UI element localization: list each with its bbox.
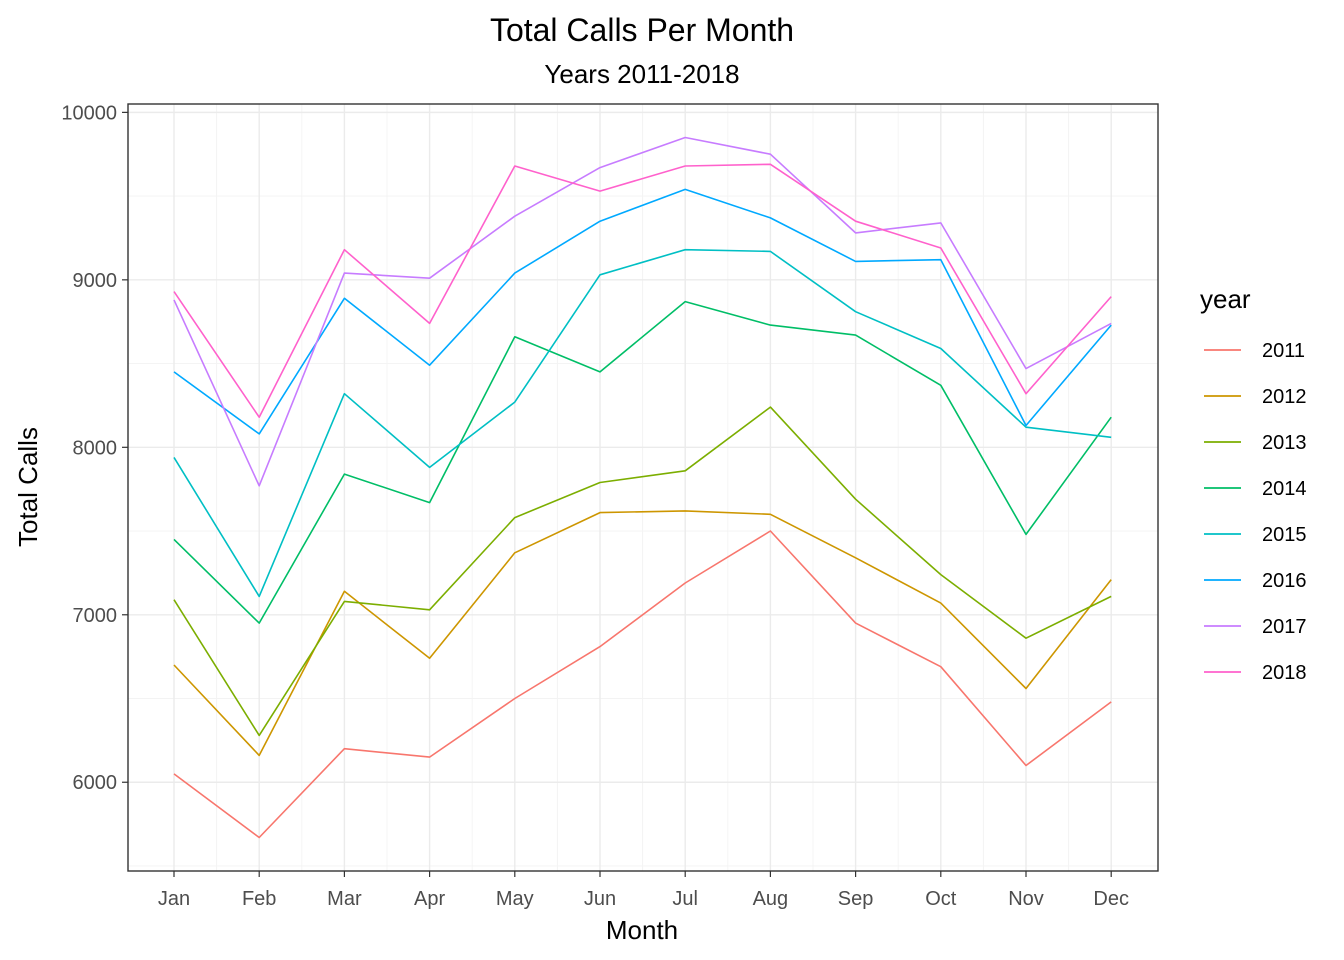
series-lines: [173, 136, 1112, 839]
legend-label-2018: 2018: [1262, 662, 1307, 684]
x-tick-label: Nov: [1008, 888, 1044, 910]
x-axis-title: Month: [606, 915, 678, 945]
grid: [128, 104, 1158, 871]
legend-label-2016: 2016: [1262, 570, 1307, 592]
axes: 6000 7000 8000 9000 10000 Jan Feb Mar Apr May Jun J…: [61, 102, 1129, 910]
series-line-2013: [173, 406, 1112, 737]
series-line-2016: [173, 188, 1112, 435]
y-tick-label: 8000: [73, 437, 118, 459]
x-tick-label: Oct: [925, 888, 957, 910]
series-line-2014: [173, 300, 1112, 624]
series-line-2018: [173, 163, 1112, 419]
legend-title: year: [1200, 284, 1251, 314]
x-tick-label: May: [496, 888, 534, 910]
chart-title: Total Calls Per Month: [490, 12, 794, 48]
legend-label-2014: 2014: [1262, 478, 1307, 500]
series-line-2012: [173, 510, 1112, 757]
y-tick-label: 9000: [73, 270, 118, 292]
panel-border: [127, 103, 1159, 872]
series-line-2017: [173, 136, 1112, 487]
x-tick-label: Apr: [414, 888, 445, 910]
y-axis-title: Total Calls: [13, 427, 43, 547]
legend-label-2017: 2017: [1262, 616, 1307, 638]
x-tick-label: Mar: [327, 888, 362, 910]
y-tick-label: 10000: [61, 102, 117, 124]
x-tick-label: Dec: [1093, 888, 1129, 910]
x-tick-label: Jan: [158, 888, 190, 910]
x-tick-label: Aug: [753, 888, 789, 910]
x-tick-label: Jul: [672, 888, 698, 910]
x-tick-label: Feb: [242, 888, 276, 910]
x-tick-label: Sep: [838, 888, 874, 910]
legend-label-2013: 2013: [1262, 432, 1307, 454]
legend-label-2011: 2011: [1262, 340, 1305, 362]
series-line-2011: [173, 530, 1112, 839]
legend-label-2015: 2015: [1262, 524, 1307, 546]
legend: year 2011 2012 2013 2014 2015 2016 2017 2018: [1200, 284, 1307, 684]
y-tick-label: 6000: [73, 772, 118, 794]
series-line-2015: [173, 248, 1112, 598]
legend-label-2012: 2012: [1262, 386, 1307, 408]
y-tick-label: 7000: [73, 605, 118, 627]
x-tick-label: Jun: [584, 888, 616, 910]
chart-subtitle: Years 2011-2018: [544, 59, 739, 89]
